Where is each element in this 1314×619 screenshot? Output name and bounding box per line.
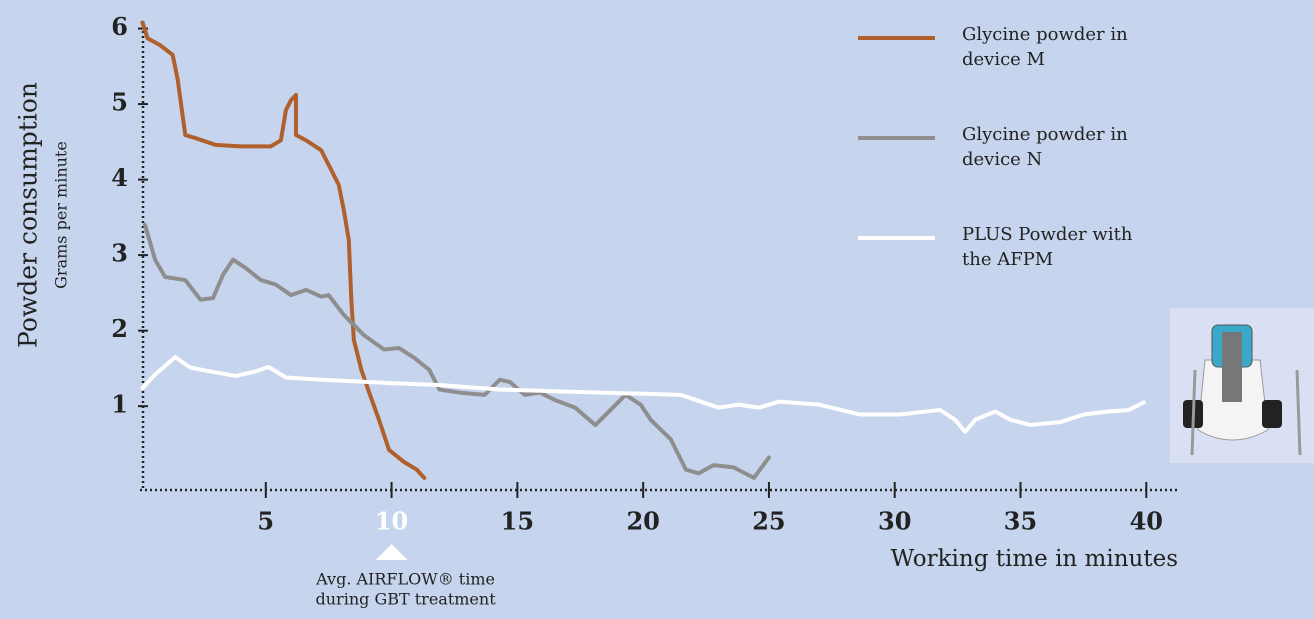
device-image <box>1170 308 1314 463</box>
y-tick-label: 1 <box>111 390 128 419</box>
x-tick-label: 10 <box>375 507 408 536</box>
series-line <box>140 355 1146 434</box>
annotation-text: during GBT treatment <box>316 590 497 609</box>
y-axis-sublabel: Grams per minute <box>52 141 71 289</box>
y-tick-label: 2 <box>111 314 128 343</box>
x-tick-label: 30 <box>878 507 911 536</box>
series-line <box>140 20 427 480</box>
legend-entry: PLUS Powder with the AFPM <box>962 224 1133 270</box>
annotation-marker <box>375 544 408 560</box>
legend-entry: Glycine powder in device N <box>962 124 1128 170</box>
device-hose <box>1190 369 1197 456</box>
y-tick-label: 3 <box>111 239 128 268</box>
x-tick-label: 15 <box>501 507 534 536</box>
series-line <box>143 222 771 480</box>
y-tick-label: 6 <box>111 12 128 41</box>
legend-entry: Glycine powder in device M <box>962 24 1128 70</box>
x-tick-label: 35 <box>1004 507 1037 536</box>
legend-label: Glycine powder in device M <box>962 24 1128 70</box>
x-tick-label: 20 <box>626 507 659 536</box>
x-axis-label: Working time in minutes <box>891 546 1178 572</box>
x-tick-label: 40 <box>1130 507 1163 536</box>
device-handle <box>1262 400 1282 428</box>
y-tick-label: 4 <box>111 163 128 192</box>
device-core <box>1222 332 1242 402</box>
device-hose <box>1295 369 1302 456</box>
x-tick-label: 25 <box>752 507 785 536</box>
y-tick-label: 5 <box>111 88 128 117</box>
legend-label: Glycine powder in device N <box>962 124 1128 170</box>
x-tick-label: 5 <box>257 507 274 536</box>
y-axis-label: Powder consumption <box>14 82 43 348</box>
annotation-text: Avg. AIRFLOW® time <box>315 570 495 589</box>
legend-label: PLUS Powder with the AFPM <box>962 224 1133 270</box>
